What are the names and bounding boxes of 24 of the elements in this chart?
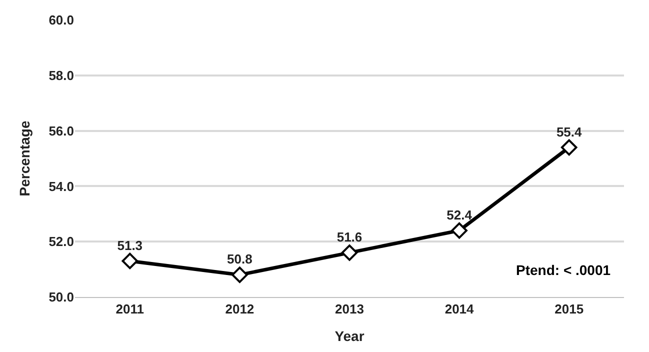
point — [451, 222, 468, 239]
y-tick-label: 60.0 — [48, 12, 74, 28]
x-axis-title: Year — [334, 328, 365, 344]
point — [122, 252, 138, 270]
y-tick-label: 54.0 — [48, 178, 74, 194]
data-label: 51.3 — [117, 238, 143, 253]
x-tick-label: 2014 — [444, 302, 475, 317]
y-axis-title: Percentage — [16, 120, 32, 196]
x-tick-label: 2015 — [554, 302, 584, 317]
y-tick-label: 52.0 — [48, 234, 74, 250]
y-tick-label: 58.0 — [48, 68, 74, 83]
x-tick-label: 2012 — [225, 302, 254, 317]
point — [232, 266, 248, 283]
x-tick-label: 2013 — [335, 302, 364, 317]
y-tick-label: 56.0 — [48, 123, 74, 138]
data-label: 55.4 — [556, 124, 583, 140]
point — [341, 244, 358, 261]
data-label: 50.8 — [227, 252, 252, 267]
data-label: 52.4 — [446, 207, 473, 222]
x-tick-label: 2011 — [116, 302, 144, 317]
y-tick-label: 50.0 — [48, 290, 74, 305]
annotation: Ptend: < .0001 — [516, 262, 611, 278]
point — [560, 139, 578, 156]
data-label: 51.6 — [336, 230, 362, 245]
